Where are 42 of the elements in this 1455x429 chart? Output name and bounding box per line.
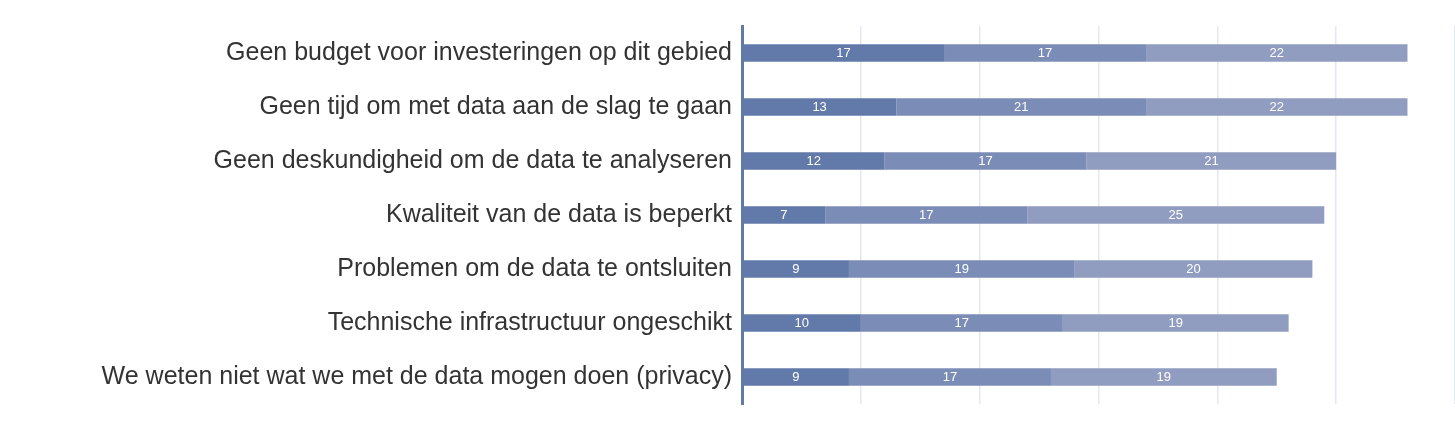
data-label: 19 [1168,314,1183,330]
y-tick-label: Geen budget voor investeringen op dit gebied [226,36,732,65]
data-label: 13 [812,98,827,114]
data-label: 17 [918,206,934,222]
bar [1146,98,1408,116]
bar [848,368,1051,386]
bar [1086,152,1337,170]
y-tick-label: Technische infrastructuur ongeschikt [327,306,733,335]
y-tick-label: Geen tijd om met data aan de slag te gaan [259,90,732,119]
data-label: 10 [794,314,810,330]
bar [1062,314,1289,332]
data-label: 17 [954,314,970,330]
bar [1146,44,1408,62]
bar [944,44,1147,62]
bar [848,260,1075,278]
data-label: 21 [1014,98,1029,114]
y-tick-label: We weten niet wat we met de data mogen doen (privacy) [101,360,732,389]
bar [1050,368,1277,386]
data-label: 17 [1037,44,1053,60]
data-label: 19 [1156,368,1172,384]
data-label: 25 [1168,206,1183,222]
data-label: 20 [1186,260,1201,276]
data-label: 22 [1269,98,1284,114]
bar [896,98,1147,116]
data-label: 17 [942,368,958,384]
data-label: 9 [792,260,800,276]
bar [1027,206,1325,224]
y-tick-label: Problemen om de data te ontsluiten [337,252,732,281]
data-label: 22 [1269,44,1284,60]
data-label: 7 [780,206,788,222]
data-label: 12 [806,152,821,168]
data-label: 19 [954,260,970,276]
data-label: 21 [1204,152,1219,168]
bar [1074,260,1313,278]
data-label: 17 [836,44,851,60]
data-label: 9 [792,368,800,384]
bar [825,206,1028,224]
bar [884,152,1087,170]
data-label: 17 [978,152,993,168]
y-tick-label: Kwaliteit van de data is beperkt [385,198,733,227]
bar [860,314,1063,332]
y-tick-label: Geen deskundigheid om de data te analyseren [213,144,732,173]
